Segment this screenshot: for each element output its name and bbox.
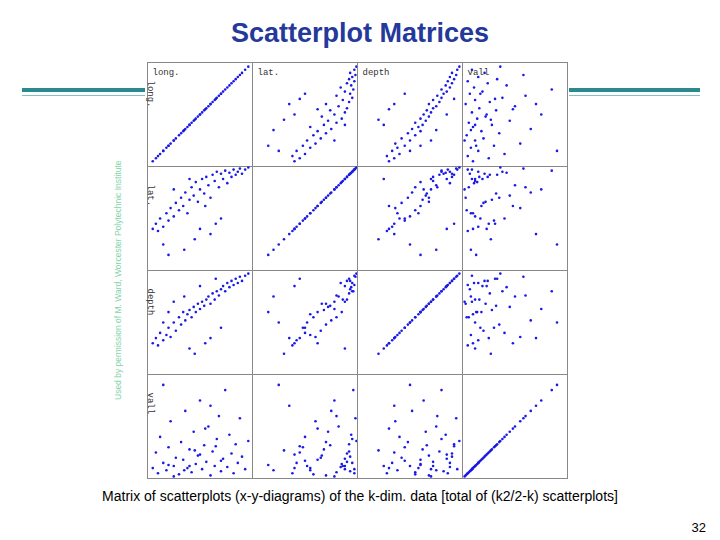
html-text:Scatterplot Matrices: Scatterplot Matrices [231,18,489,48]
svg-text:depth: depth [363,68,390,78]
svg-text:lat.: lat. [145,185,155,207]
svg-text:vall: vall [145,393,155,415]
svg-text:lat.: lat. [258,68,280,78]
svg-text:vall: vall [468,68,490,78]
html-text:Matrix of scatterplots (x-y-di: Matrix of scatterplots (x-y-diagrams) of… [102,488,618,504]
svg-text:long.: long. [153,68,180,78]
svg-text:long.: long. [145,81,155,108]
html-text:32: 32 [691,520,706,535]
svg-text:depth: depth [145,289,155,316]
html-text:Used by permission of M. Ward,: Used by permission of M. Ward, Worcester… [113,160,123,400]
